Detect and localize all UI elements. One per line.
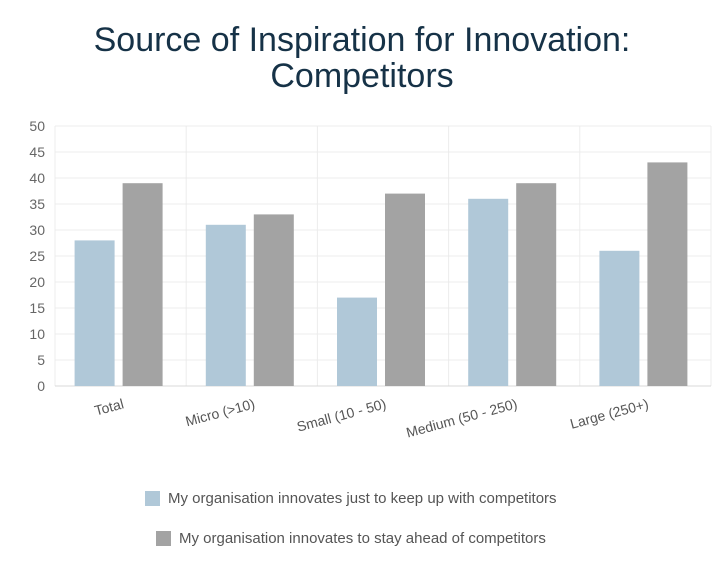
grid-lines [54,125,712,387]
y-tick-label: 40 [29,170,45,186]
legend-label: My organisation innovates just to keep u… [168,490,557,507]
bar-series-0-1[interactable] [205,224,246,386]
legend-item-stay-ahead[interactable]: My organisation innovates to stay ahead … [156,530,546,547]
bar-series-1-4[interactable] [647,162,688,386]
legend-label: My organisation innovates to stay ahead … [179,530,546,547]
x-tick-label: Small (10 - 50) [295,395,388,434]
y-tick-label: 30 [29,222,45,238]
y-tick-label: 15 [29,300,45,316]
x-tick-label: Micro (>10) [184,395,257,429]
y-tick-label: 0 [37,378,45,394]
y-tick-label: 50 [29,118,45,134]
bar-series-0-4[interactable] [599,250,640,386]
bar-series-1-3[interactable] [516,183,557,386]
y-tick-label: 25 [29,248,45,264]
bar-series-0-0[interactable] [74,240,115,386]
bars [74,162,688,386]
y-tick-label: 35 [29,196,45,212]
x-axis-tick-labels: Total Micro (>10) Small (10 - 50) Medium (5… [93,395,651,440]
bar-series-0-3[interactable] [468,198,509,386]
x-tick-label: Total [93,395,126,418]
legend-item-keep-up[interactable]: My organisation innovates just to keep u… [145,490,557,507]
y-tick-label: 10 [29,326,45,342]
y-tick-label: 45 [29,144,45,160]
chart-title-line-2: Competitors [270,57,454,95]
chart-title-line-1: Source of Inspiration for Innovation: [93,21,631,59]
x-tick-label: Large (250+) [568,395,650,431]
legend-swatch [156,531,171,546]
chart-title: Source of Inspiration for Innovation: Co… [0,22,724,94]
bar-chart: 0 5 10 15 20 25 30 35 40 45 50 Total Micro (>10) Sma… [29,118,712,441]
bar-series-1-0[interactable] [122,183,163,386]
y-tick-label: 20 [29,274,45,290]
bar-series-1-2[interactable] [385,193,425,386]
y-tick-label: 5 [37,352,45,368]
bar-series-0-2[interactable] [337,297,377,386]
x-tick-label: Medium (50 - 250) [404,395,519,440]
legend-swatch [145,491,160,506]
y-axis-tick-labels: 0 5 10 15 20 25 30 35 40 45 50 [29,118,45,394]
bar-series-1-1[interactable] [253,214,294,386]
